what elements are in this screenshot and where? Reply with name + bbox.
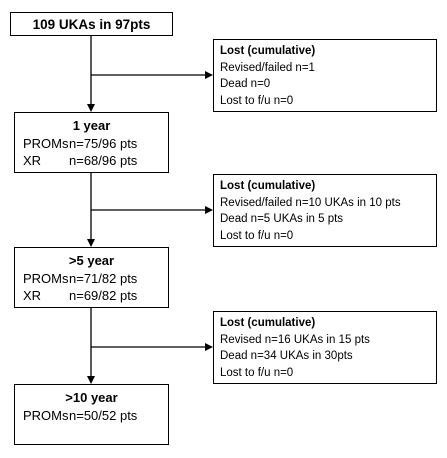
- year1-title: 1 year: [72, 118, 111, 133]
- year10-box: >10 year PROMs n=50/52 pts: [14, 384, 169, 445]
- lost2-line: Lost to f/u n=0: [220, 229, 294, 242]
- row-key: XR: [23, 153, 42, 168]
- lost2-line: Dead n=5 UKAs in 5 pts: [220, 213, 344, 225]
- year5-box: >5 year PROMs n=71/82 pts XR n=69/82 pts: [14, 247, 169, 308]
- lost3-line: Lost to f/u n=0: [220, 366, 294, 379]
- lost1-line: Lost to f/u n=0: [220, 94, 294, 107]
- lost2-title: Lost (cumulative): [220, 180, 316, 192]
- lost3-line: Revised n=16 UKAs in 15 pts: [220, 333, 370, 346]
- row-key: PROMs: [23, 270, 69, 286]
- start-box: 109 UKAs in 97pts: [10, 12, 173, 36]
- start-label: 109 UKAs in 97pts: [32, 16, 151, 32]
- row-key: PROMs: [23, 135, 69, 151]
- year10-row-proms: PROMs n=50/52 pts: [23, 407, 160, 425]
- lost3-box: Lost (cumulative) Revised n=16 UKAs in 1…: [213, 311, 437, 384]
- lost1-box: Lost (cumulative) Revised/failed n=1 Dea…: [213, 39, 437, 112]
- lost3-title: Lost (cumulative): [220, 317, 316, 329]
- year5-title: >5 year: [68, 253, 115, 268]
- year1-box: 1 year PROMs n=75/96 pts XR n=68/96 pts: [14, 112, 169, 173]
- row-value: n=71/82 pts: [69, 270, 138, 286]
- year1-row-xr: XR n=68/96 pts: [23, 152, 160, 170]
- year1-row-proms: PROMs n=75/96 pts: [23, 135, 160, 153]
- year10-title: >10 year: [65, 390, 118, 405]
- row-key: XR: [23, 288, 42, 303]
- row-key: PROMs: [23, 407, 69, 423]
- lost1-title: Lost (cumulative): [220, 45, 316, 57]
- row-value: n=68/96 pts: [69, 153, 138, 168]
- lost1-line: Revised/failed n=1: [220, 61, 315, 74]
- year5-row-proms: PROMs n=71/82 pts: [23, 270, 160, 288]
- lost1-line: Dead n=0: [220, 78, 271, 90]
- row-value: n=69/82 pts: [69, 288, 138, 303]
- lost2-line: Revised/failed n=10 UKAs in 10 pts: [220, 196, 401, 209]
- lost3-line: Dead n=34 UKAs in 30pts: [220, 350, 353, 362]
- row-value: n=50/52 pts: [69, 407, 138, 423]
- year5-row-xr: XR n=69/82 pts: [23, 287, 160, 305]
- lost2-box: Lost (cumulative) Revised/failed n=10 UK…: [213, 174, 437, 247]
- row-value: n=75/96 pts: [69, 135, 138, 151]
